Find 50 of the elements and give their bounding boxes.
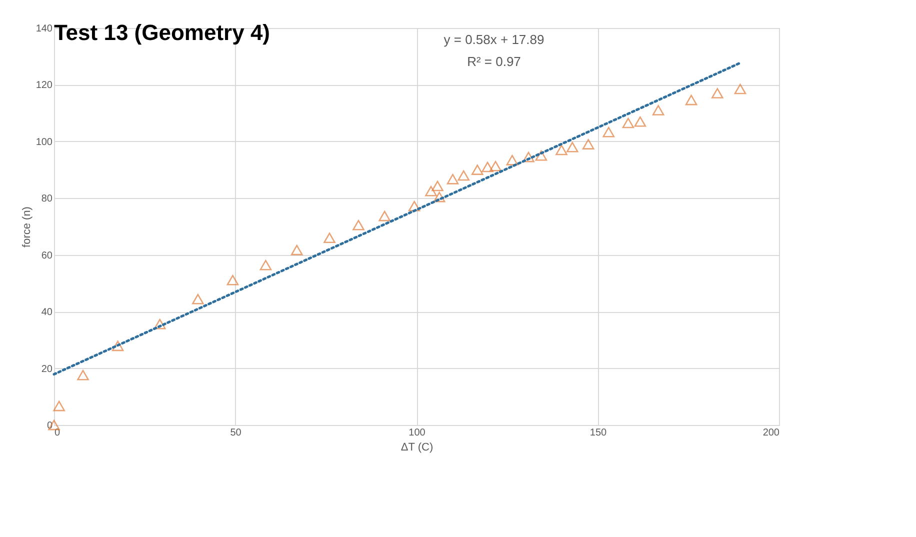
point (490, 160, 502, 172)
point (535, 150, 548, 161)
point (622, 118, 634, 128)
y-tick-label: 80 (41, 194, 53, 205)
y-tick-label: 40 (41, 307, 53, 318)
x-tick-label: 150 (590, 428, 608, 438)
point (506, 154, 518, 166)
point (408, 200, 420, 212)
point (652, 105, 664, 116)
point (458, 170, 470, 181)
y-tick-label: 140 (36, 24, 53, 34)
y-tick-label: 60 (41, 250, 53, 262)
point (260, 260, 272, 270)
point (446, 174, 459, 184)
point (425, 186, 437, 196)
point (432, 180, 444, 192)
point (522, 152, 534, 162)
point (556, 144, 568, 156)
y-tick-label: 20 (41, 364, 53, 375)
y-tick-label: 120 (36, 80, 53, 92)
x-tick-label: 0 (54, 428, 60, 438)
point (53, 400, 65, 412)
point (290, 244, 303, 256)
x-tick-label: 100 (408, 428, 426, 438)
y-tick-label: 100 (36, 136, 53, 148)
point (433, 192, 446, 202)
annotation: R² = 0.97 (467, 54, 521, 69)
annotation: y = 0.58x + 17.89 (444, 32, 544, 47)
point (77, 370, 89, 380)
point (352, 220, 364, 230)
point (482, 162, 494, 172)
point (711, 88, 724, 98)
point (582, 139, 594, 150)
chart-title: Test 13 (Geometry 4) (54, 20, 270, 45)
point (112, 340, 124, 352)
point (324, 232, 336, 244)
point (734, 84, 746, 94)
point (685, 94, 698, 106)
point (226, 274, 239, 286)
x-tick-label: 200 (762, 428, 780, 438)
point (472, 164, 484, 175)
x-axis-title: ΔT (C) (400, 442, 434, 454)
point (566, 142, 578, 152)
y-axis-title: force (n) (20, 206, 33, 248)
point (192, 294, 204, 304)
point (634, 116, 646, 127)
x-tick-label: 50 (230, 428, 242, 438)
point (378, 210, 390, 222)
point (602, 126, 615, 138)
point (154, 318, 166, 330)
